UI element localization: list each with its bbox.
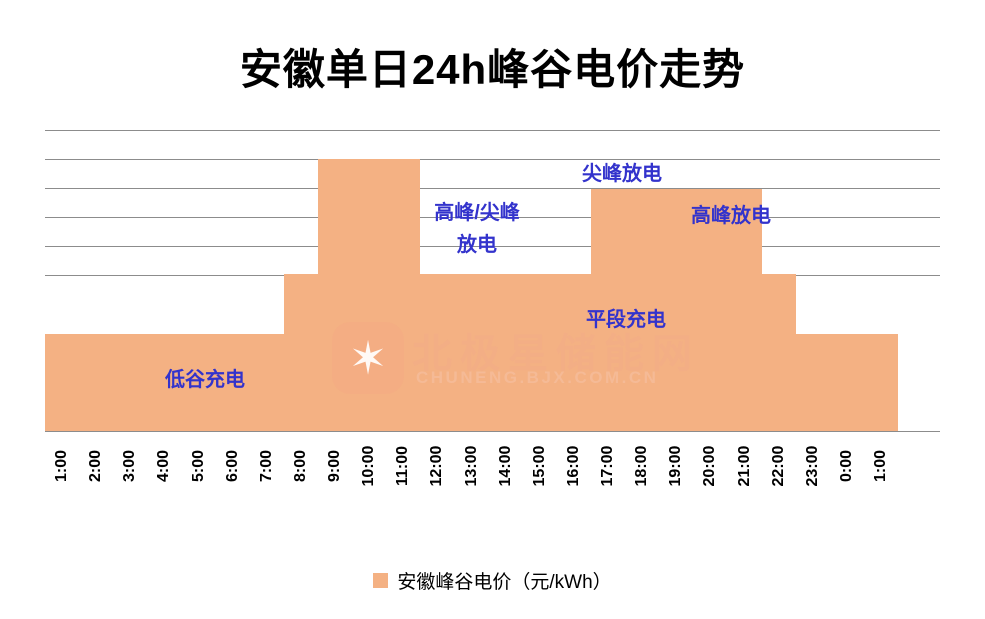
x-tick-label: 22:00 — [769, 445, 787, 487]
x-tick-label: 13:00 — [462, 445, 480, 487]
x-tick-cell: 14:00 — [489, 437, 523, 495]
x-tick-label: 9:00 — [326, 449, 344, 483]
x-tick-label: 20:00 — [701, 445, 719, 487]
bar — [113, 334, 148, 432]
x-tick-cell: 0:00 — [830, 437, 864, 495]
bar — [625, 189, 660, 432]
annotation-valley-charge: 低谷充电 — [165, 369, 245, 391]
x-tick-label: 10:00 — [360, 445, 378, 487]
bar — [591, 189, 626, 432]
bar — [864, 334, 899, 432]
x-tick-cell: 11:00 — [386, 437, 420, 495]
bar — [283, 274, 318, 432]
x-tick-label: 16:00 — [564, 445, 582, 487]
legend: 安徽峰谷电价（元/kWh） — [0, 567, 985, 594]
bars — [45, 130, 899, 432]
bar — [181, 334, 216, 432]
bar — [795, 334, 830, 432]
x-tick-cell: 22:00 — [762, 437, 796, 495]
x-tick-cell: 6:00 — [216, 437, 250, 495]
x-tick-cell: 4:00 — [147, 437, 181, 495]
plot-area — [45, 130, 940, 432]
x-tick-cell: 13:00 — [455, 437, 489, 495]
x-tick-label: 12:00 — [428, 445, 446, 487]
chart-title: 安徽单日24h峰谷电价走势 — [239, 46, 746, 93]
annotation-peak-sharp-line2: 放电 — [457, 234, 497, 256]
annotation-peak-sharp-discharge: 高峰/尖峰 放电 — [434, 197, 520, 261]
x-axis: 1:00 2:00 3:00 4:00 5:00 6:00 7:00 8:00 9:00 10:0… — [45, 437, 898, 495]
x-tick-cell: 12:00 — [420, 437, 454, 495]
x-axis-line — [45, 431, 940, 432]
watermark-star-icon: ✶ — [332, 322, 404, 394]
x-tick-label: 7:00 — [257, 449, 275, 483]
x-tick-cell: 10:00 — [352, 437, 386, 495]
watermark-site-url: CHUNENG.BJX.COM.CN — [416, 368, 659, 387]
bar — [147, 334, 182, 432]
x-tick-label: 3:00 — [121, 449, 139, 483]
legend-swatch — [373, 573, 389, 588]
x-tick-label: 17:00 — [599, 445, 617, 487]
x-tick-label: 8:00 — [291, 449, 309, 483]
bar — [693, 189, 728, 432]
watermark-site-name: 北极星储能网 — [412, 332, 700, 376]
bar — [215, 334, 250, 432]
x-tick-cell: 2:00 — [79, 437, 113, 495]
x-tick-cell: 7:00 — [250, 437, 284, 495]
gridline — [45, 159, 940, 160]
legend-label: 安徽峰谷电价（元/kWh） — [397, 572, 612, 593]
bar — [761, 274, 796, 432]
x-tick-cell: 8:00 — [284, 437, 318, 495]
x-tick-cell: 5:00 — [182, 437, 216, 495]
x-tick-label: 11:00 — [394, 445, 412, 487]
bar — [79, 334, 114, 432]
x-tick-label: 19:00 — [667, 445, 685, 487]
x-tick-label: 15:00 — [530, 445, 548, 487]
x-tick-label: 14:00 — [496, 445, 514, 487]
x-tick-cell: 20:00 — [693, 437, 727, 495]
x-tick-label: 5:00 — [189, 449, 207, 483]
gridline — [45, 246, 940, 247]
bar — [249, 334, 284, 432]
bar — [727, 189, 762, 432]
x-tick-label: 23:00 — [803, 445, 821, 487]
annotation-sharp-peak-discharge: 尖峰放电 — [582, 163, 662, 185]
x-tick-cell: 1:00 — [864, 437, 898, 495]
x-tick-cell: 17:00 — [591, 437, 625, 495]
x-tick-label: 1:00 — [872, 449, 890, 483]
x-tick-cell: 3:00 — [113, 437, 147, 495]
bar — [454, 274, 489, 432]
x-tick-label: 21:00 — [735, 445, 753, 487]
x-tick-label: 2:00 — [87, 449, 105, 483]
x-tick-cell: 1:00 — [45, 437, 79, 495]
x-tick-cell: 9:00 — [318, 437, 352, 495]
x-tick-cell: 18:00 — [625, 437, 659, 495]
bar — [488, 274, 523, 432]
x-tick-label: 0:00 — [837, 449, 855, 483]
gridline — [45, 188, 940, 189]
x-tick-cell: 23:00 — [796, 437, 830, 495]
x-tick-label: 18:00 — [633, 445, 651, 487]
x-tick-label: 6:00 — [223, 449, 241, 483]
x-tick-cell: 15:00 — [523, 437, 557, 495]
x-tick-label: 4:00 — [155, 449, 173, 483]
bar — [829, 334, 864, 432]
x-tick-cell: 19:00 — [659, 437, 693, 495]
x-tick-cell: 21:00 — [728, 437, 762, 495]
bar — [522, 274, 557, 432]
gridline — [45, 130, 940, 131]
bar — [420, 274, 455, 432]
x-tick-label: 1:00 — [53, 449, 71, 483]
annotation-flat-charge: 平段充电 — [586, 309, 666, 331]
x-tick-cell: 16:00 — [557, 437, 591, 495]
bar — [556, 274, 591, 432]
gridline — [45, 217, 940, 218]
bar — [659, 189, 694, 432]
annotation-peak-sharp-line1: 高峰/尖峰 — [434, 202, 520, 224]
bar — [45, 334, 80, 432]
annotation-peak-discharge: 高峰放电 — [691, 205, 771, 227]
